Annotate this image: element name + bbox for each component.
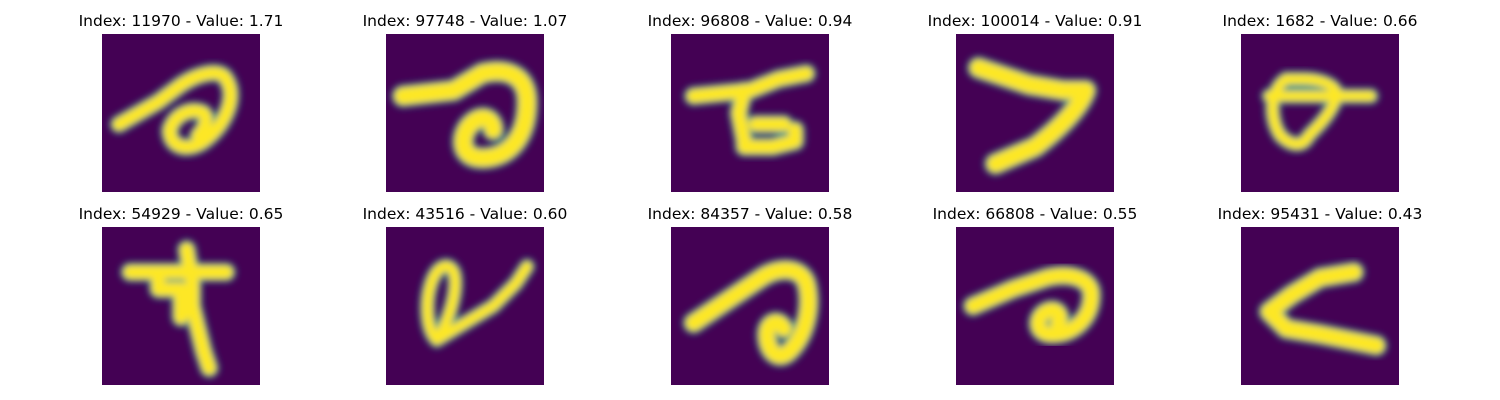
panel-title: Index: 54929 - Value: 0.65 [78,205,284,223]
digit-image [386,34,544,192]
panel-title: Index: 97748 - Value: 1.07 [362,12,568,30]
digit-image [386,227,544,385]
digit-image [1241,227,1399,385]
panel-title: Index: 1682 - Value: 0.66 [1222,12,1418,30]
digit-image [102,227,260,385]
panel: Index: 43516 - Value: 0.60 [340,205,590,390]
panel-title: Index: 11970 - Value: 1.71 [78,12,284,30]
panel-title: Index: 96808 - Value: 0.94 [647,12,853,30]
digit-image [956,227,1114,385]
digit-image [102,34,260,192]
panel: Index: 96808 - Value: 0.94 [625,12,875,197]
panel: Index: 100014 - Value: 0.91 [910,12,1160,197]
panel: Index: 66808 - Value: 0.55 [910,205,1160,390]
panel-title: Index: 84357 - Value: 0.58 [647,205,853,223]
panel: Index: 11970 - Value: 1.71 [56,12,306,197]
panel: Index: 84357 - Value: 0.58 [625,205,875,390]
digit-image [956,34,1114,192]
panel-title: Index: 43516 - Value: 0.60 [362,205,568,223]
digit-image [1241,34,1399,192]
panel: Index: 54929 - Value: 0.65 [56,205,306,390]
panel: Index: 97748 - Value: 1.07 [340,12,590,197]
panel-title: Index: 95431 - Value: 0.43 [1217,205,1423,223]
panel-title: Index: 66808 - Value: 0.55 [932,205,1138,223]
digit-image [671,34,829,192]
panel: Index: 1682 - Value: 0.66 [1195,12,1445,197]
digit-image [671,227,829,385]
panel-title: Index: 100014 - Value: 0.91 [927,12,1143,30]
panel: Index: 95431 - Value: 0.43 [1195,205,1445,390]
